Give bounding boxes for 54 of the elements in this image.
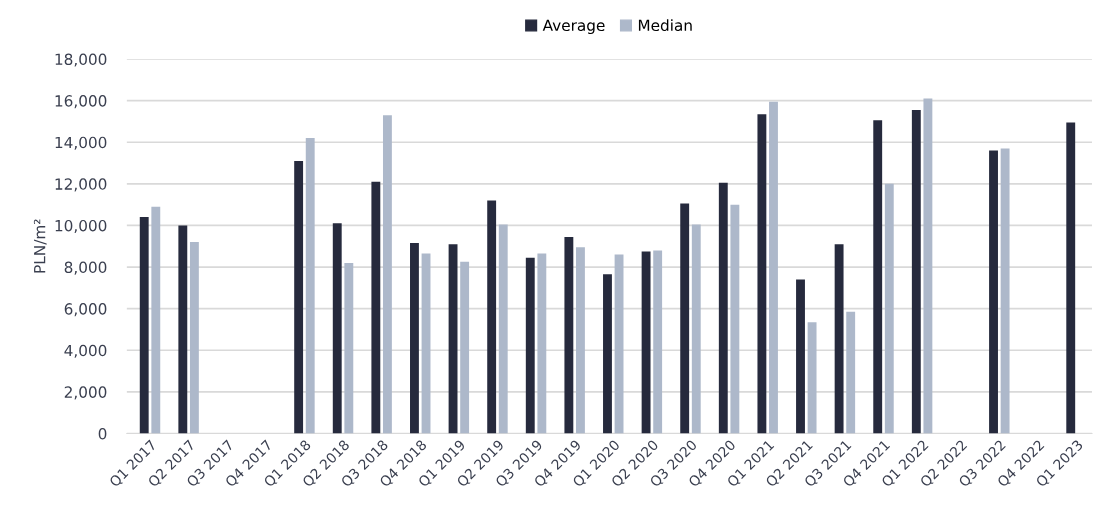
y-tick-label: 6,000	[64, 303, 107, 317]
y-tick-label: 12,000	[55, 178, 107, 192]
bar	[603, 274, 612, 434]
y-tick-label: 4,000	[64, 344, 107, 358]
bar	[410, 243, 419, 434]
bar	[796, 279, 805, 434]
bar	[382, 115, 392, 434]
bar	[923, 98, 933, 434]
bar	[691, 224, 701, 434]
bar	[757, 114, 767, 434]
bar	[371, 181, 381, 434]
y-tick-label: 2,000	[64, 386, 107, 400]
bar	[846, 311, 856, 434]
bar	[448, 244, 458, 434]
bar	[680, 203, 690, 434]
bar	[576, 247, 585, 434]
bar	[873, 120, 883, 434]
bar	[718, 182, 728, 434]
y-axis-title: PLN/m²	[33, 219, 47, 273]
bar	[344, 262, 354, 434]
bar	[614, 254, 624, 434]
bar	[421, 253, 431, 434]
y-tick-label: 10,000	[55, 219, 107, 234]
bar	[989, 150, 998, 434]
y-tick-label: 8,000	[64, 261, 107, 275]
y-tick-label: 14,000	[55, 136, 107, 150]
bar	[151, 206, 161, 434]
bar	[305, 138, 315, 434]
bar	[1000, 148, 1010, 434]
bar	[178, 225, 188, 434]
bar	[294, 160, 304, 434]
bar	[807, 322, 817, 434]
y-tick-label: 18,000	[55, 53, 107, 67]
bar	[730, 204, 740, 434]
bar	[1066, 122, 1076, 434]
y-tick-label: 16,000	[55, 95, 107, 109]
bar	[769, 101, 778, 434]
bar	[564, 236, 574, 434]
bar	[884, 183, 894, 434]
bar	[525, 257, 535, 434]
bar	[641, 251, 651, 434]
bar	[487, 200, 497, 434]
bar	[498, 224, 508, 434]
bar	[139, 217, 149, 434]
bar	[537, 253, 547, 434]
bar	[834, 244, 844, 434]
legend-label: Median	[638, 19, 692, 32]
bar	[189, 242, 199, 434]
legend-label: Average	[542, 19, 605, 35]
bar	[653, 250, 663, 434]
bar	[911, 109, 921, 434]
y-tick-label: 0	[98, 427, 107, 440]
bar	[460, 261, 470, 434]
bar	[332, 223, 342, 434]
